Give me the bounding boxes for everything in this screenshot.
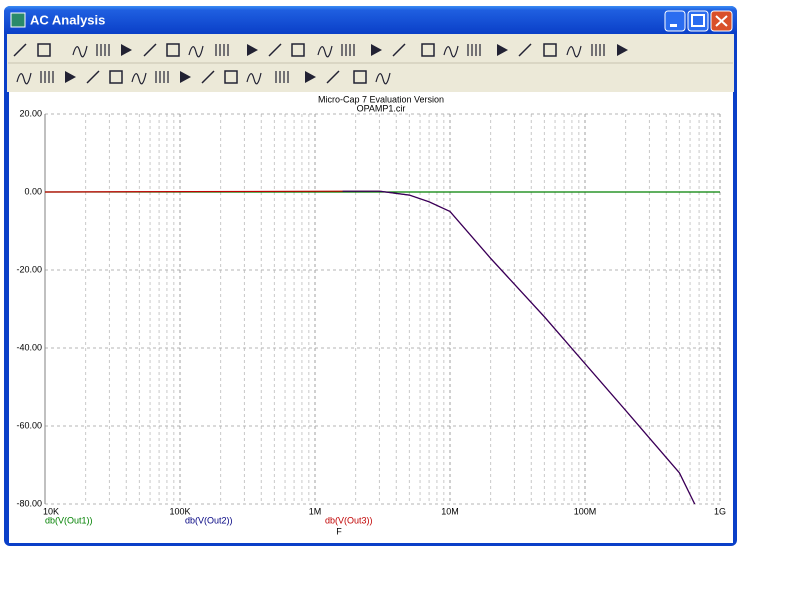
chart-subtitle: OPAMP1.cir bbox=[357, 103, 406, 113]
tool-icon bbox=[375, 72, 391, 85]
toolbar-button[interactable] bbox=[540, 40, 560, 60]
toolbar-button[interactable] bbox=[34, 40, 54, 60]
tool-icon bbox=[65, 71, 76, 83]
tool-icon bbox=[224, 70, 238, 84]
tool-icon bbox=[166, 43, 180, 57]
toolbar-button[interactable] bbox=[464, 40, 484, 60]
tool-icon bbox=[188, 45, 204, 58]
toolbar-button[interactable] bbox=[37, 67, 57, 87]
toolbar-button[interactable] bbox=[338, 40, 358, 60]
toolbar-button[interactable] bbox=[212, 40, 232, 60]
tool-icon bbox=[497, 44, 508, 56]
tool-icon bbox=[326, 70, 340, 84]
tool-icon bbox=[72, 45, 88, 58]
tool-icon bbox=[617, 44, 628, 56]
tool-icon bbox=[305, 71, 316, 83]
tool-icon bbox=[155, 71, 169, 83]
toolbar-button[interactable] bbox=[93, 40, 113, 60]
tool-icon bbox=[392, 43, 406, 57]
x-tick-label: 1M bbox=[309, 506, 322, 516]
x-tick-label: 10K bbox=[43, 506, 59, 516]
tool-icon bbox=[353, 70, 367, 84]
toolbar-button[interactable] bbox=[272, 67, 292, 87]
plot-background bbox=[9, 92, 733, 543]
toolbar-button[interactable] bbox=[288, 40, 308, 60]
legend-label: db(V(Out1)) bbox=[45, 515, 93, 525]
toolbar-button[interactable] bbox=[152, 67, 172, 87]
title-bar bbox=[4, 6, 737, 34]
tool-icon bbox=[40, 71, 54, 83]
tool-icon bbox=[180, 71, 191, 83]
tool-icon bbox=[341, 44, 355, 56]
tool-icon bbox=[518, 43, 532, 57]
tool-icon bbox=[371, 44, 382, 56]
tool-icon bbox=[247, 44, 258, 56]
legend-label: db(V(Out3)) bbox=[325, 515, 373, 525]
tool-icon bbox=[421, 43, 435, 57]
toolbar-button[interactable] bbox=[588, 40, 608, 60]
tool-icon bbox=[246, 72, 262, 85]
tool-icon bbox=[317, 45, 333, 58]
toolbar-button[interactable] bbox=[221, 67, 241, 87]
tool-icon bbox=[13, 43, 27, 57]
tool-icon bbox=[86, 70, 100, 84]
tool-icon bbox=[143, 43, 157, 57]
legend-label: db(V(Out2)) bbox=[185, 515, 233, 525]
tool-icon bbox=[37, 43, 51, 57]
toolbar-button[interactable] bbox=[106, 67, 126, 87]
tool-icon bbox=[215, 44, 229, 56]
tool-icon bbox=[131, 72, 147, 85]
x-tick-label: 1G bbox=[714, 506, 726, 516]
x-tick-label: 10M bbox=[441, 506, 459, 516]
tool-icon bbox=[291, 43, 305, 57]
toolbar-button[interactable] bbox=[418, 40, 438, 60]
y-tick-label: -80.00 bbox=[16, 498, 42, 508]
y-tick-label: -20.00 bbox=[16, 264, 42, 274]
y-tick-label: 0.00 bbox=[24, 186, 42, 196]
y-tick-label: -60.00 bbox=[16, 420, 42, 430]
app-icon bbox=[10, 12, 26, 28]
tool-icon bbox=[109, 70, 123, 84]
minimize-button[interactable] bbox=[664, 10, 686, 32]
tool-icon bbox=[121, 44, 132, 56]
maximize-button[interactable] bbox=[687, 10, 709, 32]
chart-title: Micro-Cap 7 Evaluation Version bbox=[318, 94, 444, 104]
tool-icon bbox=[566, 45, 582, 58]
tool-icon bbox=[275, 71, 289, 83]
series-line bbox=[342, 190, 696, 505]
tool-icon bbox=[16, 72, 32, 85]
x-tick-label: 100K bbox=[169, 506, 190, 516]
window-title: AC Analysis bbox=[30, 12, 105, 27]
x-axis-label: F bbox=[336, 526, 342, 536]
chart: Micro-Cap 7 Evaluation Version OPAMP1.ci… bbox=[16, 94, 726, 536]
tool-icon bbox=[96, 44, 110, 56]
tool-icon bbox=[591, 44, 605, 56]
tool-icon bbox=[467, 44, 481, 56]
tool-icon bbox=[268, 43, 282, 57]
close-button[interactable] bbox=[710, 10, 733, 32]
y-tick-label: 20.00 bbox=[19, 108, 42, 118]
tool-icon bbox=[543, 43, 557, 57]
tool-icon bbox=[201, 70, 215, 84]
y-tick-label: -40.00 bbox=[16, 342, 42, 352]
toolbar-button[interactable] bbox=[350, 67, 370, 87]
toolbar bbox=[10, 40, 632, 87]
tool-icon bbox=[443, 45, 459, 58]
toolbar-button[interactable] bbox=[163, 40, 183, 60]
x-tick-label: 100M bbox=[574, 506, 597, 516]
